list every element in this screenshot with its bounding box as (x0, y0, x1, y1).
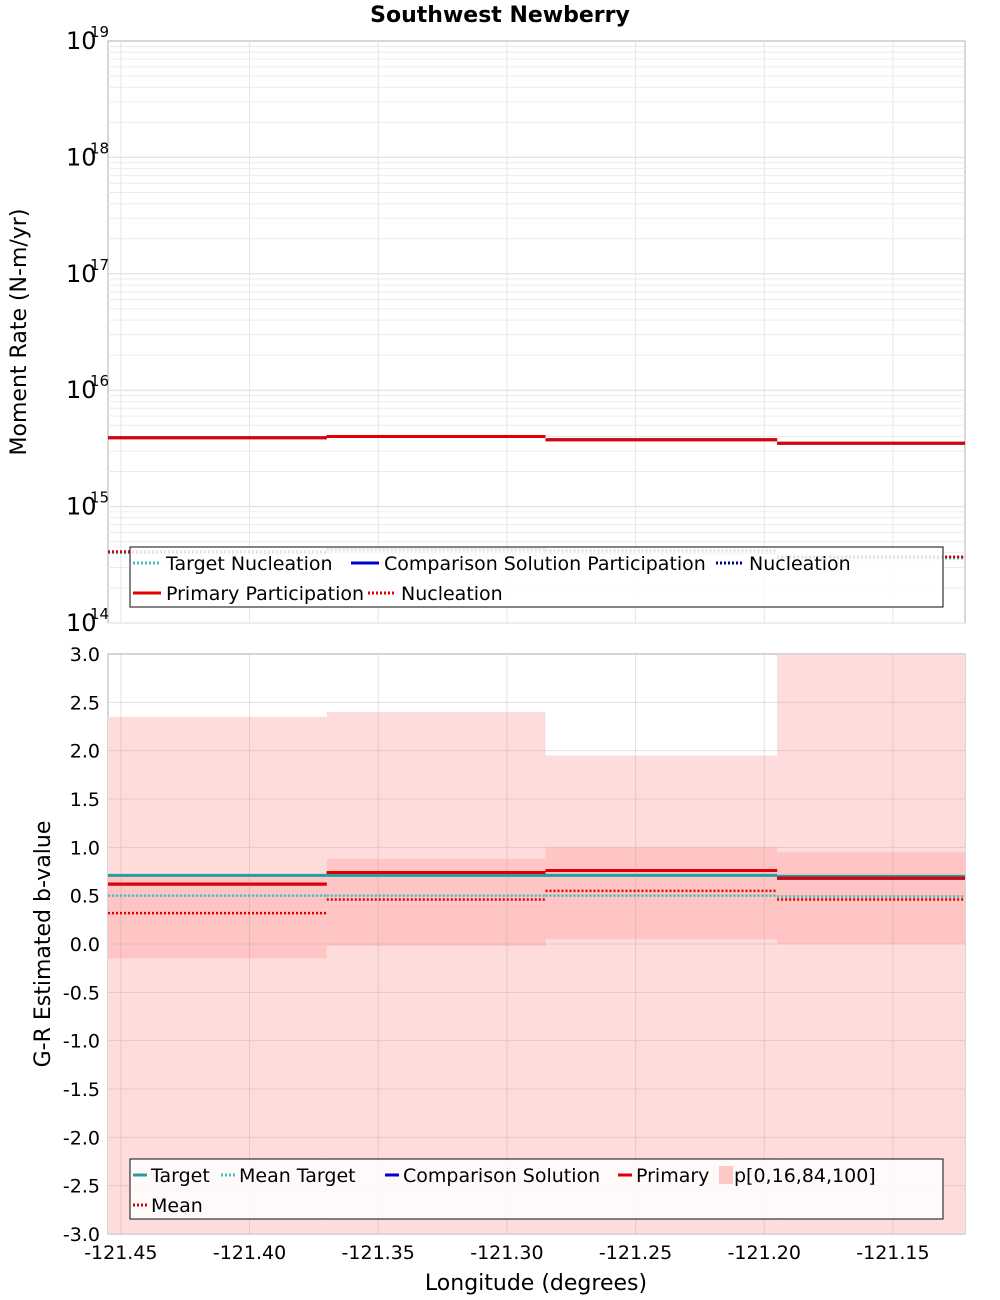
outer-percentile-band (545, 755, 778, 1234)
x-tick-label: -121.20 (728, 1242, 801, 1264)
top-y-tick-exponent: 14 (90, 605, 109, 623)
top-y-tick-label: 10 (66, 376, 97, 404)
chart-title: Southwest Newberry (370, 3, 630, 28)
top-legend-label: Nucleation (749, 553, 851, 575)
bottom-y-tick-label: 2.5 (70, 692, 100, 714)
bottom-percentile-bands (108, 654, 965, 1234)
top-y-tick-label: 10 (66, 143, 97, 171)
bottom-legend-label: Mean (151, 1195, 203, 1217)
bottom-legend-label: Mean Target (239, 1165, 356, 1187)
bottom-legend-label: p[0,16,84,100] (734, 1165, 876, 1187)
bottom-legend-box (129, 1158, 944, 1220)
bottom-y-tick-label: 0.0 (70, 934, 100, 956)
bottom-y-tick-labels: -3.0 -2.5 -2.0 -1.5 -1.0 -0.5 0.0 0.5 1.0 1.5 2.0 2… (63, 644, 100, 1246)
bottom-y-tick-label: 1.5 (70, 789, 100, 811)
x-tick-label: -121.35 (342, 1242, 415, 1264)
bottom-y-tick-label: -0.5 (63, 982, 100, 1004)
x-tick-labels: -121.45 -121.40 -121.35 -121.30 -121.25 -121.… (84, 1242, 929, 1264)
inner-percentile-band (108, 874, 327, 959)
top-y-tick-label: 10 (66, 260, 97, 288)
top-y-tick-exponent: 16 (90, 372, 109, 390)
top-y-tick-label: 10 (66, 609, 97, 637)
top-y-tick-exponent: 17 (90, 256, 109, 274)
bottom-legend-label: Comparison Solution (403, 1165, 600, 1187)
top-legend: Target Nucleation Comparison Solution Par… (129, 546, 944, 608)
x-tick-label: -121.40 (213, 1242, 286, 1264)
inner-percentile-band (545, 847, 778, 940)
x-tick-label: -121.45 (84, 1242, 157, 1264)
bottom-y-tick-label: -1.5 (63, 1079, 100, 1101)
bottom-y-axis-label: G-R Estimated b-value (31, 821, 56, 1068)
bottom-panel: -3.0 -2.5 -2.0 -1.5 -1.0 -0.5 0.0 0.5 1.0 1.5 2.0 2… (31, 644, 966, 1264)
bottom-y-tick-label: 2.0 (70, 741, 100, 763)
bottom-legend-label: Target (150, 1165, 210, 1187)
x-tick-label: -121.25 (599, 1242, 672, 1264)
top-y-tick-exponent: 19 (90, 23, 109, 41)
top-legend-label: Nucleation (401, 583, 503, 605)
bottom-y-tick-label: 3.0 (70, 644, 100, 666)
outer-percentile-band (326, 712, 546, 1234)
bottom-legend: Target Mean Target Comparison Solution Prim… (129, 1158, 944, 1220)
bottom-y-tick-label: -1.0 (63, 1031, 100, 1053)
top-legend-label: Comparison Solution Participation (384, 553, 706, 575)
top-y-axis-label: Moment Rate (N-m/yr) (7, 209, 32, 456)
top-legend-box (129, 546, 944, 608)
bottom-y-tick-label: 1.0 (70, 837, 100, 859)
x-axis-label: Longitude (degrees) (425, 1271, 647, 1296)
top-y-tick-label: 10 (66, 27, 97, 55)
bottom-legend-swatch (719, 1166, 733, 1184)
bottom-series (108, 869, 965, 915)
bottom-y-tick-label: -3.0 (63, 1224, 100, 1246)
top-legend-label: Target Nucleation (165, 553, 333, 575)
top-y-tick-label: 10 (66, 493, 97, 521)
bottom-legend-label: Primary (636, 1165, 709, 1187)
outer-percentile-band (108, 716, 327, 1234)
top-y-tick-exponent: 18 (90, 139, 109, 157)
bottom-y-tick-label: -2.5 (63, 1176, 100, 1198)
bottom-y-tick-label: 0.5 (70, 886, 100, 908)
top-plot-area (107, 40, 966, 624)
top-y-tick-exponent: 15 (90, 489, 109, 507)
inner-percentile-band (777, 852, 965, 944)
x-tick-label: -121.30 (470, 1242, 543, 1264)
x-tick-label: -121.15 (856, 1242, 929, 1264)
bottom-y-tick-label: -2.0 (63, 1127, 100, 1149)
top-legend-label: Primary Participation (166, 583, 364, 605)
